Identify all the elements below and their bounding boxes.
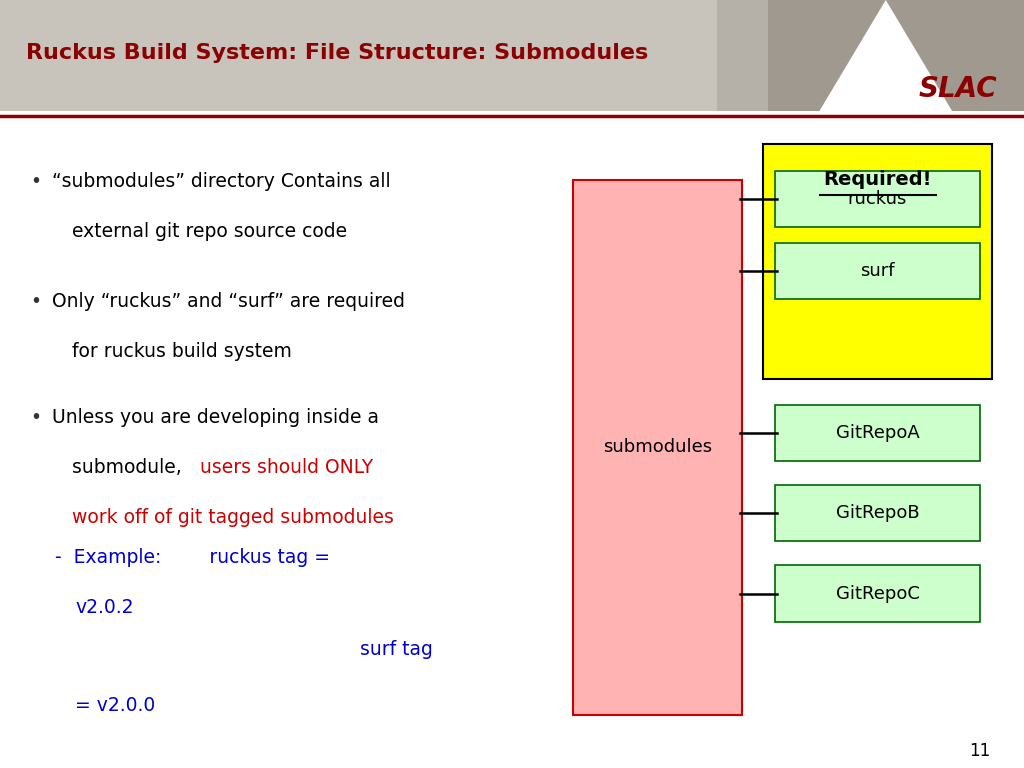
Text: GitRepoC: GitRepoC	[836, 584, 920, 603]
Text: submodules: submodules	[603, 439, 712, 456]
Text: external git repo source code: external git repo source code	[72, 222, 347, 241]
Text: Required!: Required!	[823, 170, 932, 189]
Polygon shape	[717, 0, 870, 111]
FancyBboxPatch shape	[775, 243, 980, 299]
FancyBboxPatch shape	[0, 0, 1024, 111]
FancyBboxPatch shape	[775, 485, 980, 541]
Text: •: •	[30, 172, 41, 191]
Text: ruckus: ruckus	[848, 190, 907, 207]
Text: SLAC: SLAC	[919, 75, 996, 103]
FancyBboxPatch shape	[775, 405, 980, 462]
FancyBboxPatch shape	[775, 565, 980, 621]
Text: work off of git tagged submodules: work off of git tagged submodules	[72, 508, 394, 527]
Text: users should ONLY: users should ONLY	[200, 458, 373, 477]
Text: v2.0.2: v2.0.2	[75, 598, 133, 617]
Text: = v2.0.0: = v2.0.0	[75, 697, 156, 715]
Polygon shape	[768, 0, 1024, 111]
Text: GitRepoA: GitRepoA	[836, 424, 920, 442]
Text: •: •	[30, 293, 41, 311]
Text: Only “ruckus” and “surf” are required: Only “ruckus” and “surf” are required	[52, 293, 406, 311]
Polygon shape	[850, 0, 1024, 111]
Text: “submodules” directory Contains all: “submodules” directory Contains all	[52, 172, 390, 191]
Text: Unless you are developing inside a: Unless you are developing inside a	[52, 408, 379, 426]
FancyBboxPatch shape	[573, 180, 742, 715]
Text: for ruckus build system: for ruckus build system	[72, 343, 292, 362]
Text: surf: surf	[860, 262, 895, 280]
Text: Ruckus Build System: File Structure: Submodules: Ruckus Build System: File Structure: Sub…	[26, 44, 648, 64]
Text: surf tag: surf tag	[360, 641, 433, 659]
Text: •: •	[30, 408, 41, 426]
Text: 11: 11	[969, 742, 990, 760]
Text: GitRepoB: GitRepoB	[836, 505, 920, 522]
FancyBboxPatch shape	[775, 170, 980, 227]
Text: submodule,: submodule,	[72, 458, 187, 477]
FancyBboxPatch shape	[763, 144, 992, 379]
Text: -  Example:        ruckus tag =: - Example: ruckus tag =	[55, 548, 330, 567]
Polygon shape	[819, 0, 952, 111]
